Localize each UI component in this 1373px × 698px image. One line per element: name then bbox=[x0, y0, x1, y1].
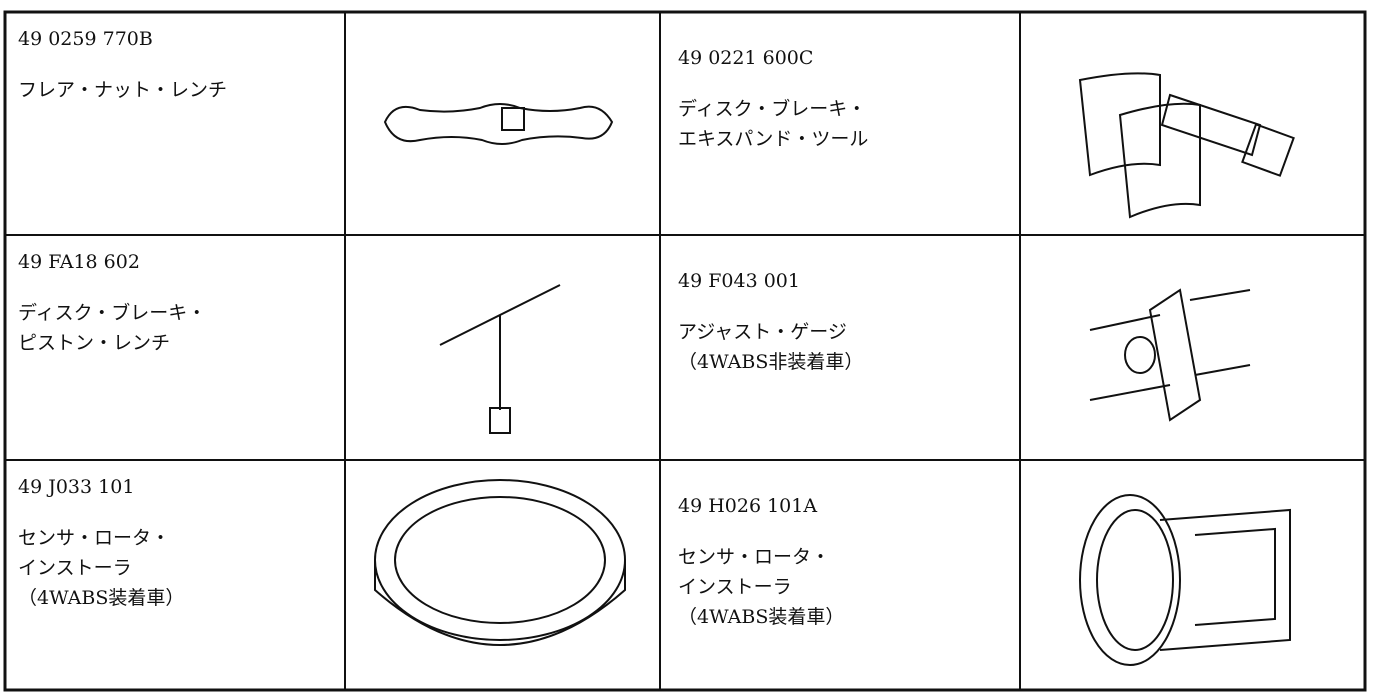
sensor-installer-illustration bbox=[1079, 494, 1291, 666]
tool-name: インストーラ bbox=[678, 576, 792, 598]
wrench-illustration bbox=[383, 103, 614, 145]
tool-name: エキスパンド・ツール bbox=[678, 128, 868, 150]
adjust-gauge-illustration bbox=[1089, 288, 1251, 422]
part-number: 49 J033 101 bbox=[18, 476, 134, 498]
tool-name: （4WABS装着車） bbox=[678, 606, 844, 628]
tool-name: フレア・ナット・レンチ bbox=[18, 79, 227, 101]
tool-name: ピストン・レンチ bbox=[18, 332, 170, 354]
ring-installer-illustration bbox=[374, 479, 626, 646]
tool-name: （4WABS装着車） bbox=[18, 587, 184, 609]
tool-name: アジャスト・ゲージ bbox=[678, 321, 847, 343]
part-number: 49 0221 600C bbox=[678, 47, 813, 69]
tool-name: センサ・ロータ・ bbox=[678, 546, 830, 568]
table-grid bbox=[3, 10, 1367, 692]
tool-name: インストーラ bbox=[18, 557, 132, 579]
part-number: 49 H026 101A bbox=[678, 495, 817, 517]
piston-wrench-illustration bbox=[439, 284, 561, 434]
tool-name: ディスク・ブレーキ・ bbox=[18, 301, 206, 324]
tool-name: センサ・ロータ・ bbox=[18, 527, 170, 549]
expand-tool-illustration bbox=[1078, 72, 1295, 219]
part-number: 49 F043 001 bbox=[678, 270, 800, 292]
part-number: 49 FA18 602 bbox=[18, 251, 140, 273]
tool-name: （4WABS非装着車） bbox=[678, 351, 863, 373]
part-number: 49 0259 770B bbox=[18, 28, 153, 50]
tool-name: ディスク・ブレーキ・ bbox=[678, 97, 866, 120]
